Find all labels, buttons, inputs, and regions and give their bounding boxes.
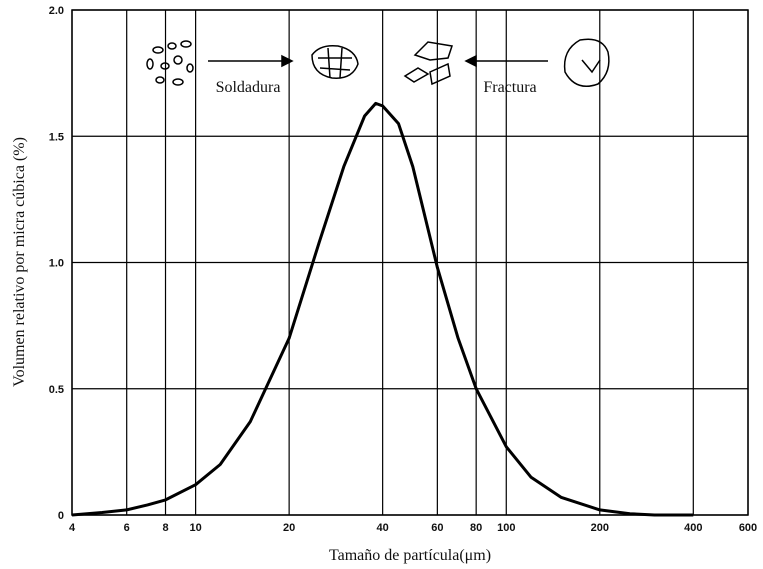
x-tick-label: 400 (684, 522, 702, 534)
x-tick-label: 80 (470, 522, 482, 534)
x-tick-label: 100 (497, 522, 515, 534)
data-line (71, 101, 694, 517)
x-tick-label: 200 (591, 522, 609, 534)
annotation: Soldadura (216, 79, 281, 96)
x-tick-label: 40 (377, 522, 389, 534)
y-tick-label: 0.5 (49, 384, 64, 396)
x-tick-label: 60 (431, 522, 443, 534)
x-tick-label: 8 (162, 522, 168, 534)
y-tick-label: 1.0 (49, 258, 64, 270)
x-tick-label: 4 (69, 522, 76, 534)
y-tick-label: 1.5 (49, 131, 64, 143)
x-tick-label: 6 (124, 522, 130, 534)
x-tick-label: 10 (189, 522, 201, 534)
x-tick-label: 600 (739, 522, 757, 534)
annotation: Fractura (483, 79, 536, 96)
y-tick-label: 0 (58, 510, 64, 522)
x-tick-label: 20 (283, 522, 295, 534)
x-axis-title: Tamaño de partícula(μm) (329, 547, 491, 564)
y-tick-label: 2.0 (49, 5, 64, 17)
y-axis-title: Volumen relativo por micra cúbica (%) (11, 137, 28, 387)
